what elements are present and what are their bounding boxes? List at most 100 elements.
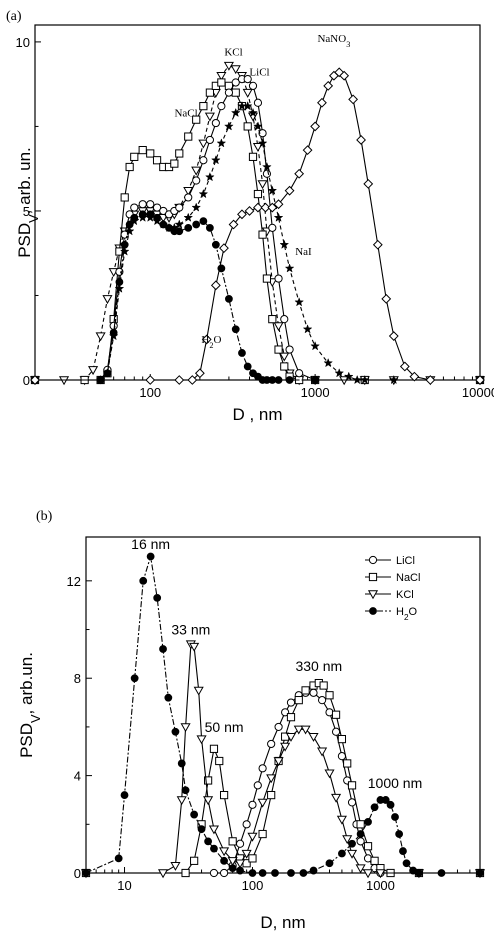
- annotation-label-sub: 2: [209, 340, 213, 349]
- data-point-licl: [317, 696, 327, 705]
- data-point-h2o: [159, 220, 168, 229]
- data-point-licl: [356, 837, 365, 846]
- data-point-nacl: [294, 696, 303, 705]
- annotation-label-main: KCl: [224, 46, 242, 58]
- data-point-kcl: [324, 769, 335, 779]
- series-h2o: [31, 210, 484, 384]
- data-point-nacl: [343, 759, 352, 768]
- series-line-h2o: [35, 213, 480, 381]
- data-point-nai: [210, 155, 221, 165]
- annotation-label: NaNO3: [317, 33, 350, 49]
- annotation-label-main: 33 nm: [171, 621, 210, 637]
- data-point-nacl: [190, 856, 199, 865]
- data-point-licl: [337, 752, 347, 761]
- x-tick-label: 100: [139, 385, 161, 400]
- data-point-h2o: [164, 693, 173, 702]
- annotation-label: NaI: [295, 246, 312, 258]
- data-point-licl: [274, 274, 283, 283]
- data-point-nano3: [356, 135, 366, 145]
- series-h2o: [82, 552, 484, 877]
- data-point-licl: [219, 868, 229, 878]
- data-point-kcl: [193, 686, 204, 696]
- data-point-nacl: [286, 713, 296, 722]
- data-point-h2o: [437, 869, 446, 877]
- data-point-h2o: [287, 869, 295, 877]
- data-point-h2o: [476, 869, 484, 877]
- data-point-kcl: [102, 295, 113, 305]
- data-point-h2o: [115, 278, 124, 286]
- data-point-licl: [211, 118, 220, 128]
- data-point-nacl: [319, 681, 328, 690]
- data-point-kcl: [189, 642, 200, 652]
- data-point-h2o: [285, 376, 294, 384]
- data-point-nacl: [268, 315, 277, 324]
- data-point-h2o: [204, 837, 213, 846]
- legend-entry-main: KCl: [396, 589, 414, 601]
- data-point-kcl: [362, 869, 374, 879]
- data-point-kcl: [223, 61, 234, 71]
- data-point-kcl: [183, 186, 194, 196]
- y-axis-title-after: , arb.un.: [17, 652, 36, 714]
- data-point-nano3: [399, 361, 410, 372]
- data-point-h2o: [391, 813, 399, 821]
- data-point-nacl: [363, 842, 373, 851]
- data-point-licl: [295, 369, 304, 378]
- legend-entry-main: LiCl: [396, 555, 415, 567]
- panel-label: (b): [36, 509, 53, 524]
- data-point-nai: [242, 101, 253, 111]
- annotation-label-main: 1000 nm: [368, 775, 422, 791]
- y-tick-label: 12: [67, 574, 81, 589]
- annotation-label-sub: 3: [346, 39, 350, 48]
- x-tick-label: 1000: [366, 878, 395, 893]
- data-point-h2o: [299, 869, 308, 877]
- legend-entry-main: NaCl: [396, 572, 420, 584]
- y-axis-title-after: , arb. un.: [15, 147, 34, 214]
- data-point-h2o: [274, 376, 283, 384]
- data-point-h2o: [205, 223, 214, 232]
- data-point-nai: [253, 121, 263, 131]
- data-point-kcl: [247, 832, 258, 842]
- data-point-kcl: [235, 859, 246, 869]
- data-point-kcl: [330, 793, 342, 803]
- data-point-licl: [262, 169, 272, 178]
- data-point-nano3: [210, 280, 221, 291]
- data-point-licl: [242, 820, 251, 829]
- data-point-nai: [334, 368, 345, 378]
- data-point-kcl: [196, 735, 207, 745]
- data-point-nacl: [253, 189, 263, 199]
- data-point-nano3: [244, 206, 255, 216]
- data-point-h2o: [238, 349, 246, 357]
- data-point-kcl: [176, 796, 187, 806]
- data-point-nai: [310, 341, 321, 351]
- data-point-h2o: [258, 869, 267, 877]
- data-point-h2o: [220, 856, 228, 865]
- annotation-label: 16 nm: [131, 536, 170, 552]
- annotation-label: NaCl: [174, 107, 197, 119]
- data-point-h2o: [228, 864, 237, 873]
- data-point-h2o: [243, 362, 252, 371]
- data-point-kcl: [293, 725, 304, 735]
- data-point-h2o: [248, 869, 257, 877]
- data-point-nai: [114, 283, 125, 293]
- y-tick-label: 8: [74, 671, 81, 686]
- data-point-kcl: [227, 857, 238, 867]
- data-point-licl: [331, 727, 341, 736]
- data-point-kcl: [95, 332, 106, 342]
- data-point-h2o: [231, 325, 240, 334]
- data-point-nai: [273, 212, 284, 222]
- legend-marker: [368, 555, 378, 565]
- data-point-nacl: [184, 132, 193, 141]
- data-point-nai: [191, 202, 202, 212]
- annotation-label: H2O: [201, 334, 221, 350]
- legend-entry: NaCl: [396, 572, 420, 584]
- data-point-nacl: [205, 88, 214, 97]
- y-axis-title: PSDV, arb.un.: [17, 652, 43, 758]
- x-tick-label: 1000: [301, 385, 330, 400]
- legend-entry: H2O: [396, 606, 418, 622]
- data-point-nano3: [194, 368, 205, 379]
- data-point-nano3: [30, 375, 40, 385]
- data-point-nano3: [145, 375, 156, 385]
- data-point-nano3: [302, 145, 313, 156]
